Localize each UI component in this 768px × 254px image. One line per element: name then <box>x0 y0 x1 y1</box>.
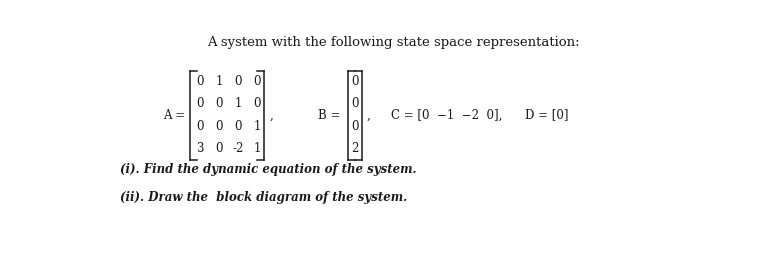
Text: B =: B = <box>318 108 340 122</box>
Text: (ii). Draw the  block diagram of the system.: (ii). Draw the block diagram of the syst… <box>120 191 407 204</box>
Text: 0: 0 <box>197 97 204 110</box>
Text: 0: 0 <box>216 120 223 133</box>
Text: 1: 1 <box>216 75 223 88</box>
Text: A system with the following state space representation:: A system with the following state space … <box>207 36 580 49</box>
Text: 0: 0 <box>216 142 223 155</box>
Text: 0: 0 <box>351 97 359 110</box>
Text: 3: 3 <box>197 142 204 155</box>
Text: 0: 0 <box>234 75 242 88</box>
Text: 0: 0 <box>197 75 204 88</box>
Text: 0: 0 <box>253 97 261 110</box>
Text: 0: 0 <box>351 120 359 133</box>
Text: ,: , <box>270 108 273 122</box>
Text: 0: 0 <box>216 97 223 110</box>
Text: 0: 0 <box>253 75 261 88</box>
Text: 0: 0 <box>234 120 242 133</box>
Text: 1: 1 <box>253 120 261 133</box>
Text: 1: 1 <box>253 142 261 155</box>
Text: ,: , <box>367 108 371 122</box>
Text: (i). Find the dynamic equation of the system.: (i). Find the dynamic equation of the sy… <box>120 164 416 177</box>
Text: C = [0  −1  −2  0],: C = [0 −1 −2 0], <box>391 108 502 122</box>
Text: 0: 0 <box>351 75 359 88</box>
Text: 2: 2 <box>351 142 359 155</box>
Text: -2: -2 <box>233 142 244 155</box>
Text: 1: 1 <box>234 97 242 110</box>
Text: D = [0]: D = [0] <box>525 108 568 122</box>
Text: 0: 0 <box>197 120 204 133</box>
Text: A =: A = <box>163 108 185 122</box>
